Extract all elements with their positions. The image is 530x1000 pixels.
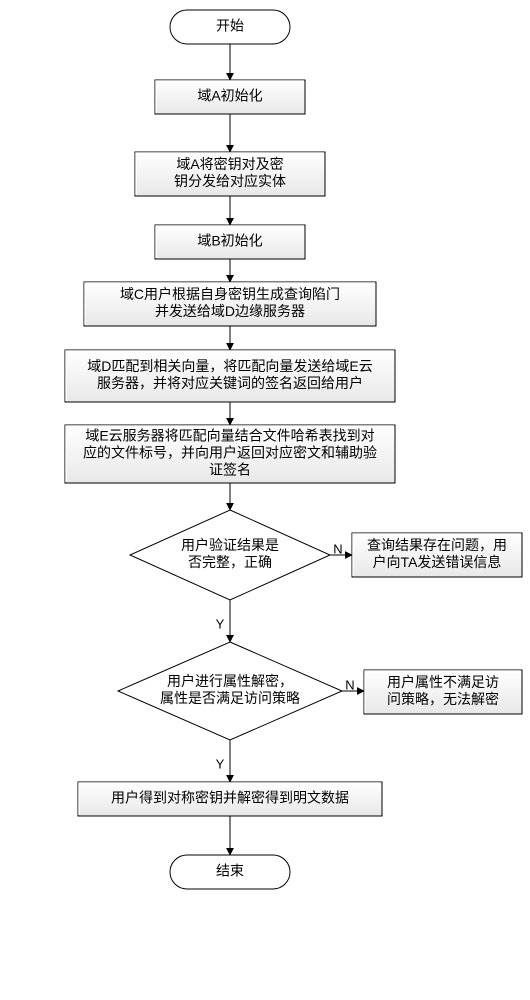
node-end: 结束 xyxy=(170,855,290,889)
node-text: 用户得到对称密钥并解密得到明文数据 xyxy=(111,790,349,806)
node-text: 域B初始化 xyxy=(197,233,262,249)
node-d2: 用户进行属性解密，属性是否满足访问策略 xyxy=(118,642,342,740)
node-n4: 域C用户根据自身密钥生成查询陷门并发送给域D边缘服务器 xyxy=(84,282,376,326)
node-n1: 域A初始化 xyxy=(155,80,305,114)
node-text: 用户验证结果是 xyxy=(181,537,279,553)
node-n2: 域A将密钥对及密钥分发给对应实体 xyxy=(135,152,325,196)
node-text: 域A将密钥对及密 xyxy=(176,156,283,172)
node-text: 户向TA发送错误信息 xyxy=(373,554,502,570)
node-start: 开始 xyxy=(170,10,290,44)
node-d1: 用户验证结果是否完整，正确 xyxy=(130,510,330,600)
node-s2: 用户属性不满足访问策略，无法解密 xyxy=(364,670,522,714)
node-text: 应的文件标号，并向用户返回对应密文和辅助验 xyxy=(83,445,377,461)
node-text: 用户属性不满足访 xyxy=(387,674,499,690)
node-text: 属性是否满足访问策略 xyxy=(160,690,300,706)
node-text: 服务器，并将对应关键词的签名返回给用户 xyxy=(97,375,363,391)
edge-label: Y xyxy=(216,756,225,771)
nodes-layer: 开始域A初始化域A将密钥对及密钥分发给对应实体域B初始化域C用户根据自身密钥生成… xyxy=(65,10,522,889)
node-text: 问策略，无法解密 xyxy=(387,691,499,707)
node-n5: 域D匹配到相关向量，将匹配向量发送给域E云服务器，并将对应关键词的签名返回给用户 xyxy=(65,350,395,402)
node-n6: 域E云服务器将匹配向量结合文件哈希表找到对应的文件标号，并向用户返回对应密文和辅… xyxy=(65,425,395,483)
node-text: 结束 xyxy=(216,863,244,879)
node-text: 域A初始化 xyxy=(197,88,262,104)
node-text: 证签名 xyxy=(209,462,251,478)
edge-label: N xyxy=(333,541,342,556)
node-text: 查询结果存在问题，用 xyxy=(367,537,507,553)
node-text: 域C用户根据自身密钥生成查询陷门 xyxy=(120,286,340,302)
flowchart-canvas: NYNY 开始域A初始化域A将密钥对及密钥分发给对应实体域B初始化域C用户根据自… xyxy=(0,0,530,1000)
node-s1: 查询结果存在问题，用户向TA发送错误信息 xyxy=(352,533,522,577)
node-n3: 域B初始化 xyxy=(155,225,305,259)
node-text: 域D匹配到相关向量，将匹配向量发送给域E云 xyxy=(87,358,372,374)
node-n7: 用户得到对称密钥并解密得到明文数据 xyxy=(78,782,382,816)
node-text: 用户进行属性解密， xyxy=(167,673,293,689)
node-text: 并发送给域D边缘服务器 xyxy=(155,303,305,319)
node-text: 开始 xyxy=(216,18,244,34)
edge-label: Y xyxy=(216,616,225,631)
node-text: 钥分发给对应实体 xyxy=(174,173,286,189)
node-text: 域E云服务器将匹配向量结合文件哈希表找到对 xyxy=(85,428,374,444)
edge-label: N xyxy=(345,677,354,692)
node-text: 否完整，正确 xyxy=(188,554,272,570)
